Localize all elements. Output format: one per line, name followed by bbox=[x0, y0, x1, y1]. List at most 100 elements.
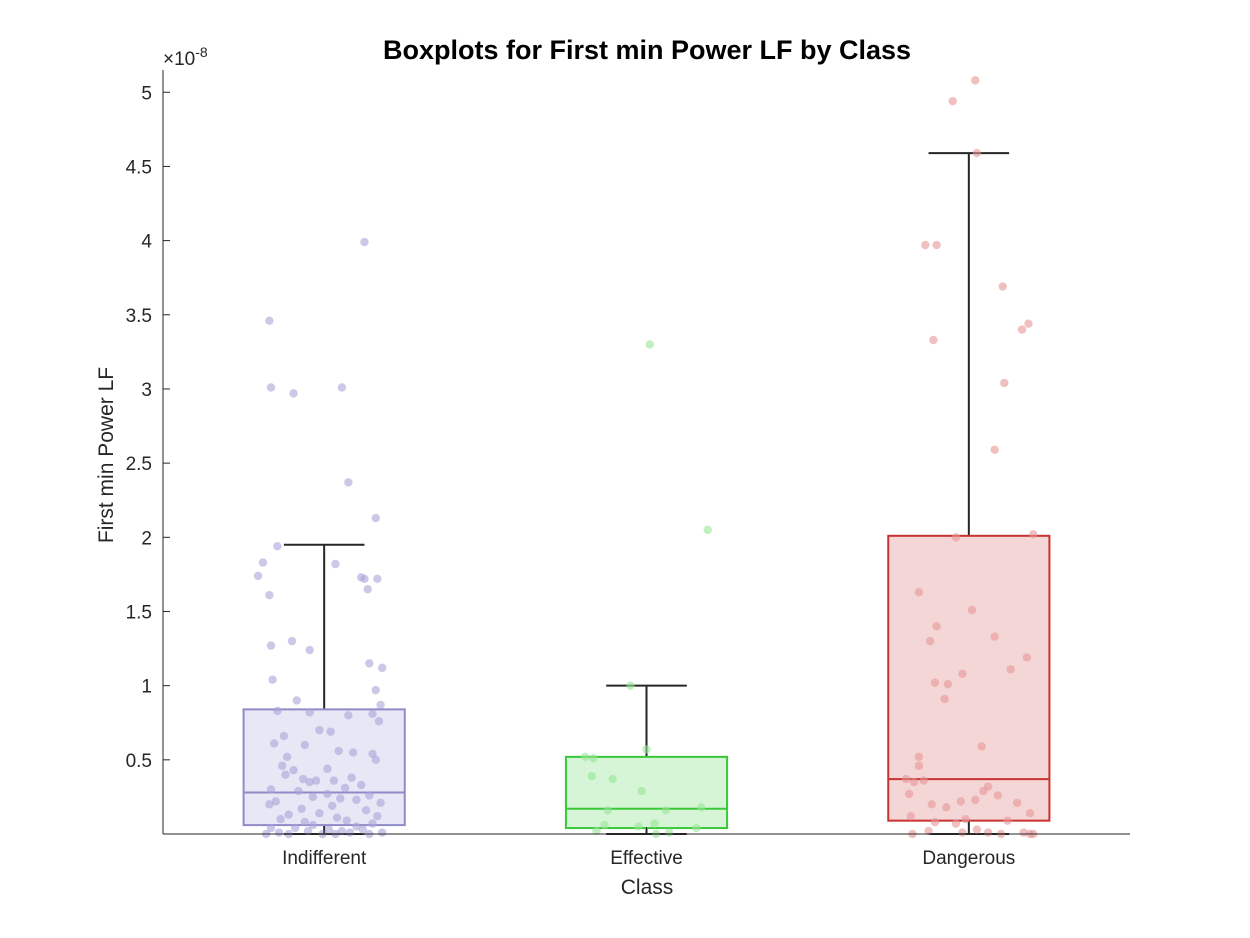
data-point bbox=[932, 240, 941, 250]
y-exponent-prefix: ×10 bbox=[163, 49, 195, 70]
data-point bbox=[300, 817, 310, 827]
data-point bbox=[376, 700, 385, 710]
data-point bbox=[924, 826, 933, 836]
data-point bbox=[634, 822, 643, 831]
data-point bbox=[972, 825, 982, 834]
data-point bbox=[932, 622, 941, 631]
data-point bbox=[329, 776, 339, 785]
data-point bbox=[603, 806, 613, 815]
data-point bbox=[289, 389, 298, 398]
data-point bbox=[906, 811, 916, 821]
data-point bbox=[664, 828, 674, 837]
data-point bbox=[1012, 798, 1022, 808]
axes: 0.5 1 1.5 2 2.5 3 3.5 4 4.5 5 Indifferent Effective… bbox=[126, 70, 1130, 869]
data-point bbox=[305, 708, 314, 717]
data-point bbox=[645, 340, 654, 349]
data-point bbox=[299, 774, 308, 784]
y-tick-label: 2.5 bbox=[126, 454, 152, 475]
data-point bbox=[281, 770, 290, 779]
data-point bbox=[308, 792, 318, 802]
data-point bbox=[360, 237, 369, 247]
box-group-dangerous bbox=[887, 76, 1051, 839]
data-point bbox=[266, 785, 276, 794]
data-point bbox=[253, 571, 263, 581]
data-point bbox=[373, 574, 382, 584]
data-point bbox=[342, 816, 351, 825]
data-point bbox=[1025, 809, 1035, 818]
data-point bbox=[993, 791, 1003, 800]
data-point bbox=[971, 76, 980, 85]
data-point bbox=[1003, 816, 1012, 825]
data-point bbox=[940, 694, 949, 704]
data-point bbox=[967, 605, 977, 615]
data-point bbox=[279, 731, 289, 741]
data-point bbox=[258, 558, 268, 567]
data-point bbox=[334, 746, 343, 756]
data-point bbox=[983, 828, 993, 837]
y-tick-label: 2 bbox=[141, 528, 152, 549]
y-tick-label: 3.5 bbox=[126, 306, 152, 327]
data-point bbox=[692, 823, 701, 833]
data-point bbox=[977, 742, 986, 751]
chart-title: Boxplots for First min Power LF by Class bbox=[383, 35, 911, 65]
data-point bbox=[661, 806, 671, 815]
data-point bbox=[368, 709, 377, 719]
data-point bbox=[972, 148, 982, 158]
data-point bbox=[905, 789, 914, 799]
data-point bbox=[930, 817, 940, 827]
data-point bbox=[956, 797, 965, 806]
data-point bbox=[274, 828, 284, 837]
data-point bbox=[348, 748, 358, 757]
data-point bbox=[273, 542, 282, 551]
data-point bbox=[697, 803, 706, 812]
data-point bbox=[587, 771, 596, 781]
data-point bbox=[363, 585, 372, 594]
data-point bbox=[284, 810, 293, 819]
data-point bbox=[377, 828, 387, 837]
box-group-effective bbox=[564, 340, 729, 839]
data-point bbox=[297, 804, 306, 813]
data-point bbox=[914, 761, 924, 770]
data-point bbox=[324, 825, 334, 834]
y-tick-label: 0.5 bbox=[126, 751, 152, 772]
data-point bbox=[650, 819, 659, 828]
iqr-box bbox=[887, 534, 1051, 822]
y-tick-label: 1 bbox=[141, 677, 152, 698]
data-point bbox=[292, 696, 301, 705]
y-tick-label: 1.5 bbox=[126, 602, 152, 623]
data-point bbox=[273, 706, 282, 716]
data-point bbox=[376, 798, 385, 808]
data-point bbox=[608, 774, 617, 784]
data-point bbox=[921, 240, 930, 250]
data-point bbox=[323, 789, 332, 799]
x-tick-label: Dangerous bbox=[922, 848, 1015, 869]
data-point bbox=[642, 745, 651, 754]
data-point bbox=[360, 574, 369, 584]
data-point bbox=[368, 819, 377, 828]
data-point bbox=[326, 727, 335, 736]
data-point bbox=[323, 764, 332, 773]
data-point bbox=[266, 383, 276, 392]
data-point bbox=[979, 786, 988, 796]
data-point bbox=[352, 822, 361, 831]
data-point bbox=[265, 316, 274, 325]
data-point bbox=[278, 761, 287, 770]
y-axis-label: First min Power LF bbox=[95, 367, 118, 543]
data-point bbox=[315, 725, 324, 735]
data-point bbox=[340, 783, 350, 793]
data-point bbox=[626, 681, 635, 690]
data-point bbox=[311, 776, 321, 785]
y-tick-label: 5 bbox=[141, 83, 152, 104]
data-point bbox=[265, 590, 274, 600]
data-point bbox=[270, 739, 279, 748]
data-point bbox=[971, 795, 980, 805]
data-point bbox=[300, 740, 310, 750]
data-point bbox=[1019, 828, 1028, 837]
data-point bbox=[1029, 530, 1038, 539]
iqr-box bbox=[564, 755, 729, 830]
data-point bbox=[929, 335, 938, 345]
data-point bbox=[914, 587, 924, 597]
data-point bbox=[308, 820, 318, 830]
data-point bbox=[948, 96, 957, 106]
data-point bbox=[271, 797, 281, 806]
